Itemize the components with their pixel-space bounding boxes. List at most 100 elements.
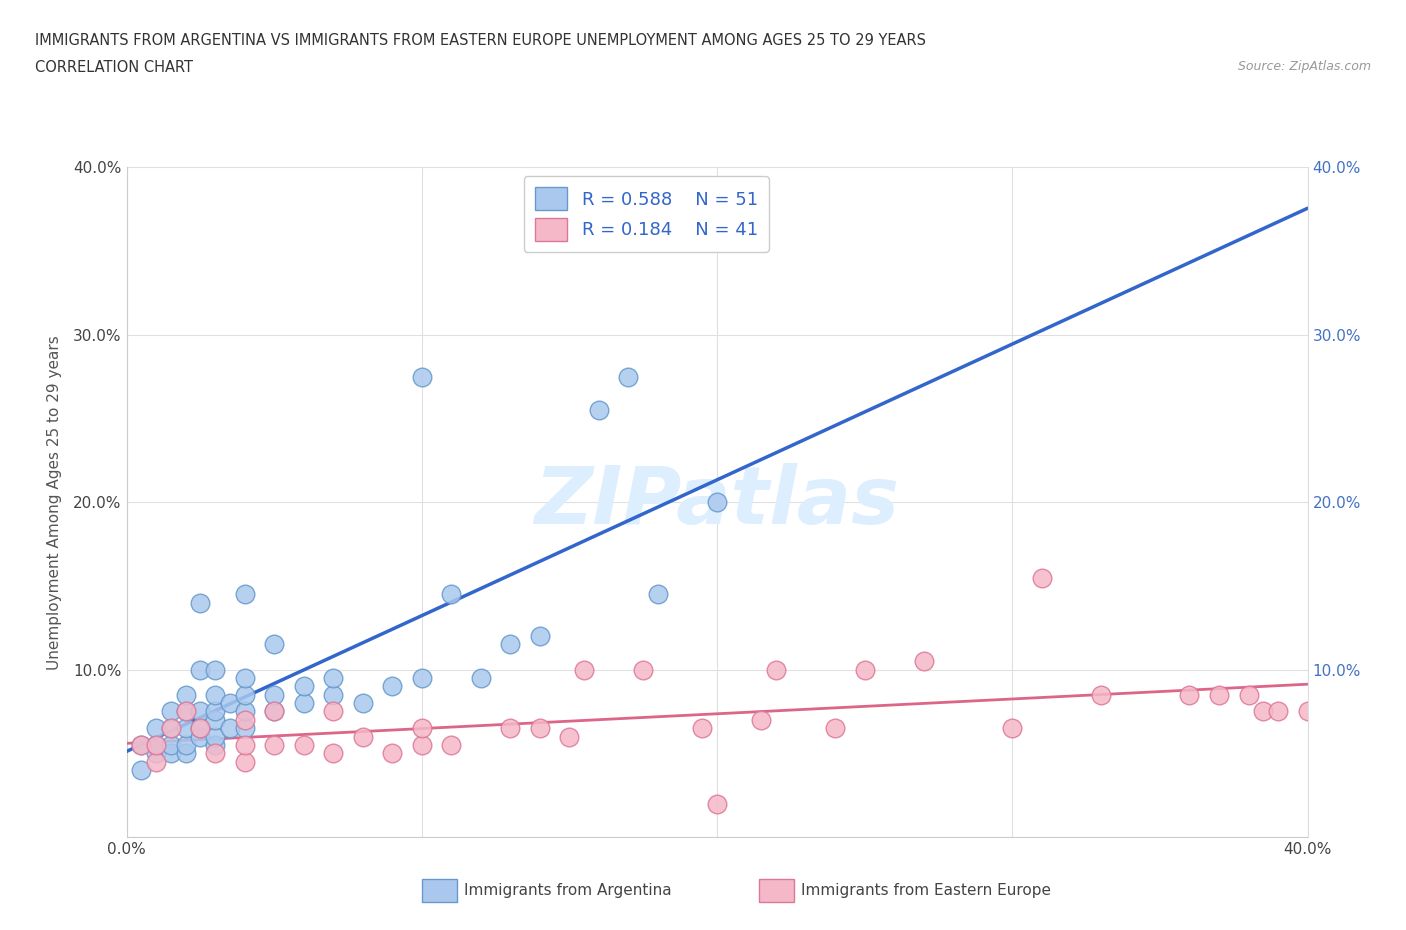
Point <box>188 704 211 719</box>
Point <box>263 704 285 719</box>
Point <box>912 654 935 669</box>
Point <box>204 746 226 761</box>
Point <box>706 495 728 510</box>
Point <box>1178 687 1201 702</box>
Point <box>174 687 197 702</box>
Y-axis label: Unemployment Among Ages 25 to 29 years: Unemployment Among Ages 25 to 29 years <box>46 335 62 670</box>
Point <box>263 737 285 752</box>
Point <box>188 595 211 610</box>
Point <box>558 729 581 744</box>
Point <box>1090 687 1112 702</box>
Point <box>617 369 640 384</box>
Point <box>411 671 433 685</box>
Point <box>204 712 226 727</box>
Point <box>322 746 344 761</box>
Point <box>263 704 285 719</box>
Point <box>292 696 315 711</box>
Point <box>159 721 183 736</box>
Point <box>411 737 433 752</box>
Point <box>292 679 315 694</box>
Point <box>440 587 463 602</box>
Point <box>233 671 256 685</box>
Text: Immigrants from Argentina: Immigrants from Argentina <box>464 884 672 898</box>
Point <box>499 637 522 652</box>
Point <box>381 679 404 694</box>
Point <box>233 687 256 702</box>
Point <box>574 662 596 677</box>
Point <box>1031 570 1053 585</box>
Point <box>174 704 197 719</box>
Point <box>765 662 787 677</box>
Point <box>219 696 242 711</box>
Point <box>159 746 183 761</box>
Point <box>233 721 256 736</box>
Point <box>706 796 728 811</box>
Point <box>233 587 256 602</box>
Point <box>1267 704 1289 719</box>
Point <box>129 737 153 752</box>
Point <box>145 754 167 769</box>
Text: Source: ZipAtlas.com: Source: ZipAtlas.com <box>1237 60 1371 73</box>
Point <box>411 369 433 384</box>
Point <box>233 704 256 719</box>
Point <box>352 696 374 711</box>
Point <box>263 637 285 652</box>
Point <box>233 754 256 769</box>
Point <box>1001 721 1024 736</box>
Point <box>188 729 211 744</box>
Point <box>690 721 713 736</box>
Point <box>159 704 183 719</box>
Text: IMMIGRANTS FROM ARGENTINA VS IMMIGRANTS FROM EASTERN EUROPE UNEMPLOYMENT AMONG A: IMMIGRANTS FROM ARGENTINA VS IMMIGRANTS … <box>35 33 927 47</box>
Point <box>631 662 654 677</box>
Point <box>145 737 167 752</box>
Point <box>204 729 226 744</box>
Point <box>188 662 211 677</box>
Point <box>159 737 183 752</box>
Point <box>322 704 344 719</box>
Point <box>233 737 256 752</box>
Point <box>129 737 153 752</box>
Point <box>219 721 242 736</box>
Point <box>529 721 551 736</box>
Point <box>233 712 256 727</box>
Point <box>159 721 183 736</box>
Point <box>145 746 167 761</box>
Point <box>751 712 773 727</box>
Text: CORRELATION CHART: CORRELATION CHART <box>35 60 193 75</box>
Point <box>263 687 285 702</box>
Point <box>145 721 167 736</box>
Point <box>204 687 226 702</box>
Text: ZIPatlas: ZIPatlas <box>534 463 900 541</box>
Point <box>499 721 522 736</box>
Point <box>352 729 374 744</box>
Point <box>853 662 876 677</box>
Point <box>1237 687 1260 702</box>
Point <box>188 721 211 736</box>
Point <box>588 403 610 418</box>
Legend: R = 0.588    N = 51, R = 0.184    N = 41: R = 0.588 N = 51, R = 0.184 N = 41 <box>524 177 769 252</box>
Point <box>188 721 211 736</box>
Point <box>411 721 433 736</box>
Point <box>174 704 197 719</box>
Point <box>204 704 226 719</box>
Point <box>381 746 404 761</box>
Point <box>145 737 167 752</box>
Text: Immigrants from Eastern Europe: Immigrants from Eastern Europe <box>801 884 1052 898</box>
Point <box>1296 704 1319 719</box>
Point <box>174 721 197 736</box>
Point <box>470 671 492 685</box>
Point <box>174 737 197 752</box>
Point <box>824 721 846 736</box>
Point <box>1251 704 1274 719</box>
Point <box>204 737 226 752</box>
Point <box>529 629 551 644</box>
Point <box>174 746 197 761</box>
Point <box>292 737 315 752</box>
Point <box>322 687 344 702</box>
Point <box>129 763 153 777</box>
Point <box>1208 687 1230 702</box>
Point <box>647 587 669 602</box>
Point <box>440 737 463 752</box>
Point <box>204 662 226 677</box>
Point <box>322 671 344 685</box>
